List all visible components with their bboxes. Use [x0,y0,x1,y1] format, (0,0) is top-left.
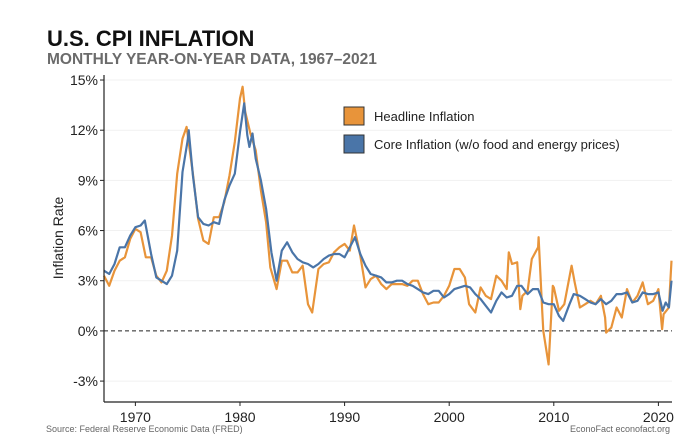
headline-inflation-line [103,85,673,366]
brand-note: EconoFact econofact.org [569,424,670,434]
x-tick-label: 2000 [434,409,465,425]
x-tick-label: 1990 [329,409,360,425]
y-tick-label: 3% [78,273,98,289]
y-tick-label: 6% [78,223,98,239]
legend-label: Headline Inflation [374,109,474,124]
y-tick-label: 9% [78,172,98,188]
y-axis-label: Inflation Rate [50,197,66,280]
core-inflation-line [103,102,673,322]
x-tick-label: 1970 [120,409,151,425]
y-tick-label: 0% [78,323,98,339]
x-tick-label: 2020 [643,409,674,425]
y-tick-label: 12% [70,122,98,138]
y-tick-label: -3% [73,373,98,389]
chart-subtitle: MONTHLY YEAR-ON-YEAR DATA, 1967–2021 [47,51,377,68]
x-tick-label: 1980 [224,409,255,425]
x-tick-label: 2010 [538,409,569,425]
legend-swatch [343,134,365,154]
legend-label: Core Inflation (w/o food and energy pric… [374,137,620,152]
y-tick-label: 15% [70,72,98,88]
chart-title: U.S. CPI INFLATION [47,26,255,51]
legend-swatch [343,106,365,126]
source-note: Source: Federal Reserve Economic Data (F… [46,424,243,434]
